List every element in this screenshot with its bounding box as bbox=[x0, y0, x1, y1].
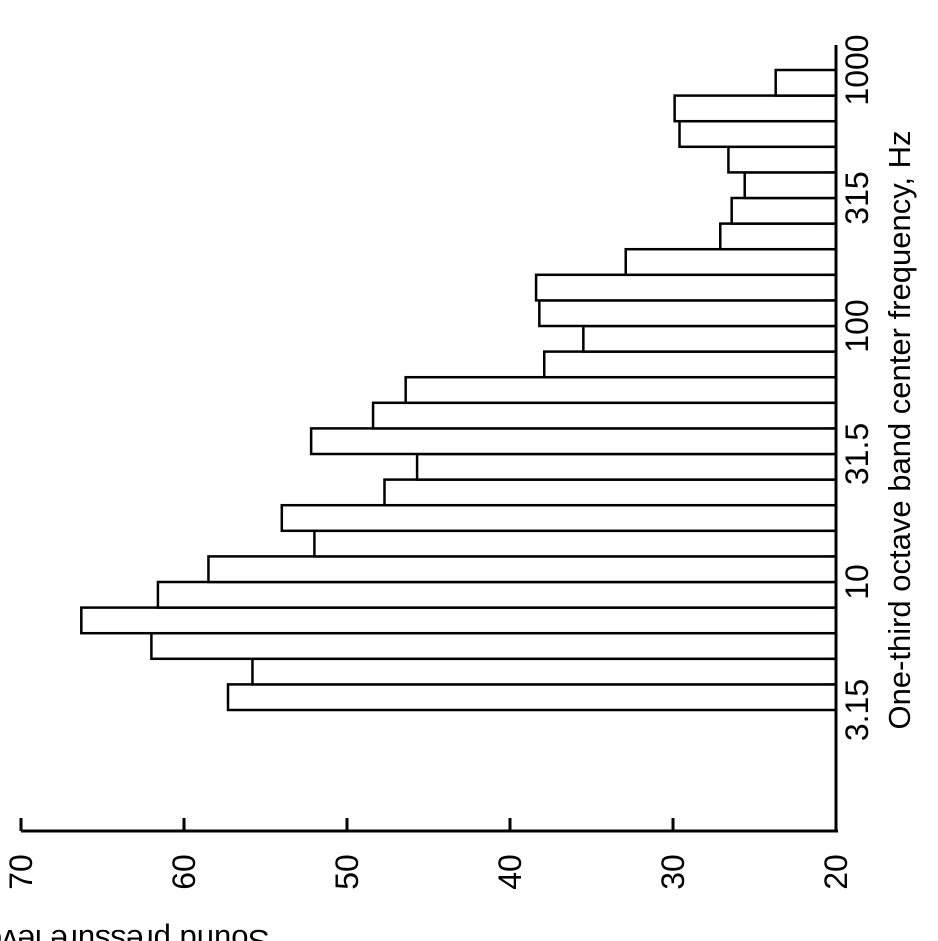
level-tick-label-60: 60 bbox=[166, 854, 202, 890]
level-tick-label-50: 50 bbox=[329, 854, 365, 890]
x-axis-title: One-third octave band center frequency, … bbox=[882, 130, 917, 729]
bar-5-hz bbox=[150, 631, 838, 661]
bar-16-hz bbox=[280, 503, 838, 533]
bar-160-hz bbox=[624, 247, 838, 277]
level-tick-label-30: 30 bbox=[655, 854, 691, 890]
level-ticks: 20 30 40 50 60 70 bbox=[3, 818, 854, 890]
bar-8-hz bbox=[156, 580, 838, 609]
bar-3.15-hz bbox=[226, 683, 838, 712]
bar-800-hz bbox=[774, 68, 838, 97]
bar-250-hz bbox=[730, 196, 838, 225]
bar-200-hz bbox=[719, 222, 838, 251]
bar-25-hz bbox=[415, 452, 838, 481]
frequency-tick-label-3.15: 3.15 bbox=[839, 679, 875, 741]
bar-12.5-hz bbox=[313, 529, 838, 558]
bar-400-hz bbox=[727, 145, 838, 174]
frequency-tick-label-1000: 1000 bbox=[839, 34, 875, 105]
bar-6.3-hz bbox=[80, 606, 838, 635]
bar-63-hz bbox=[542, 350, 838, 379]
frequency-tick-label-100: 100 bbox=[839, 299, 875, 352]
bar-50-hz bbox=[404, 375, 838, 405]
frequency-tick-label-10: 10 bbox=[839, 564, 875, 600]
frequency-tick-label-315: 315 bbox=[839, 171, 875, 224]
y-axis-title: Sound pressure level, dB bbox=[0, 923, 269, 941]
bar-500-hz bbox=[678, 119, 838, 149]
level-tick-label-20: 20 bbox=[818, 854, 854, 890]
level-tick-label-70: 70 bbox=[3, 854, 39, 890]
frequency-tick-label-31.5: 31.5 bbox=[839, 423, 875, 485]
bar-20-hz bbox=[383, 478, 838, 507]
bar-80-hz bbox=[582, 324, 838, 353]
bar-10-hz bbox=[207, 555, 838, 584]
bar-315-hz bbox=[743, 171, 838, 200]
level-tick-label-40: 40 bbox=[492, 854, 528, 890]
bar-125-hz bbox=[534, 273, 838, 302]
bars bbox=[80, 68, 838, 712]
bar-630-hz bbox=[673, 94, 838, 123]
bar-31.5-hz bbox=[309, 427, 838, 456]
bar-100-hz bbox=[538, 299, 838, 328]
bar-40-hz bbox=[371, 401, 838, 430]
bar-4-hz bbox=[251, 657, 838, 686]
